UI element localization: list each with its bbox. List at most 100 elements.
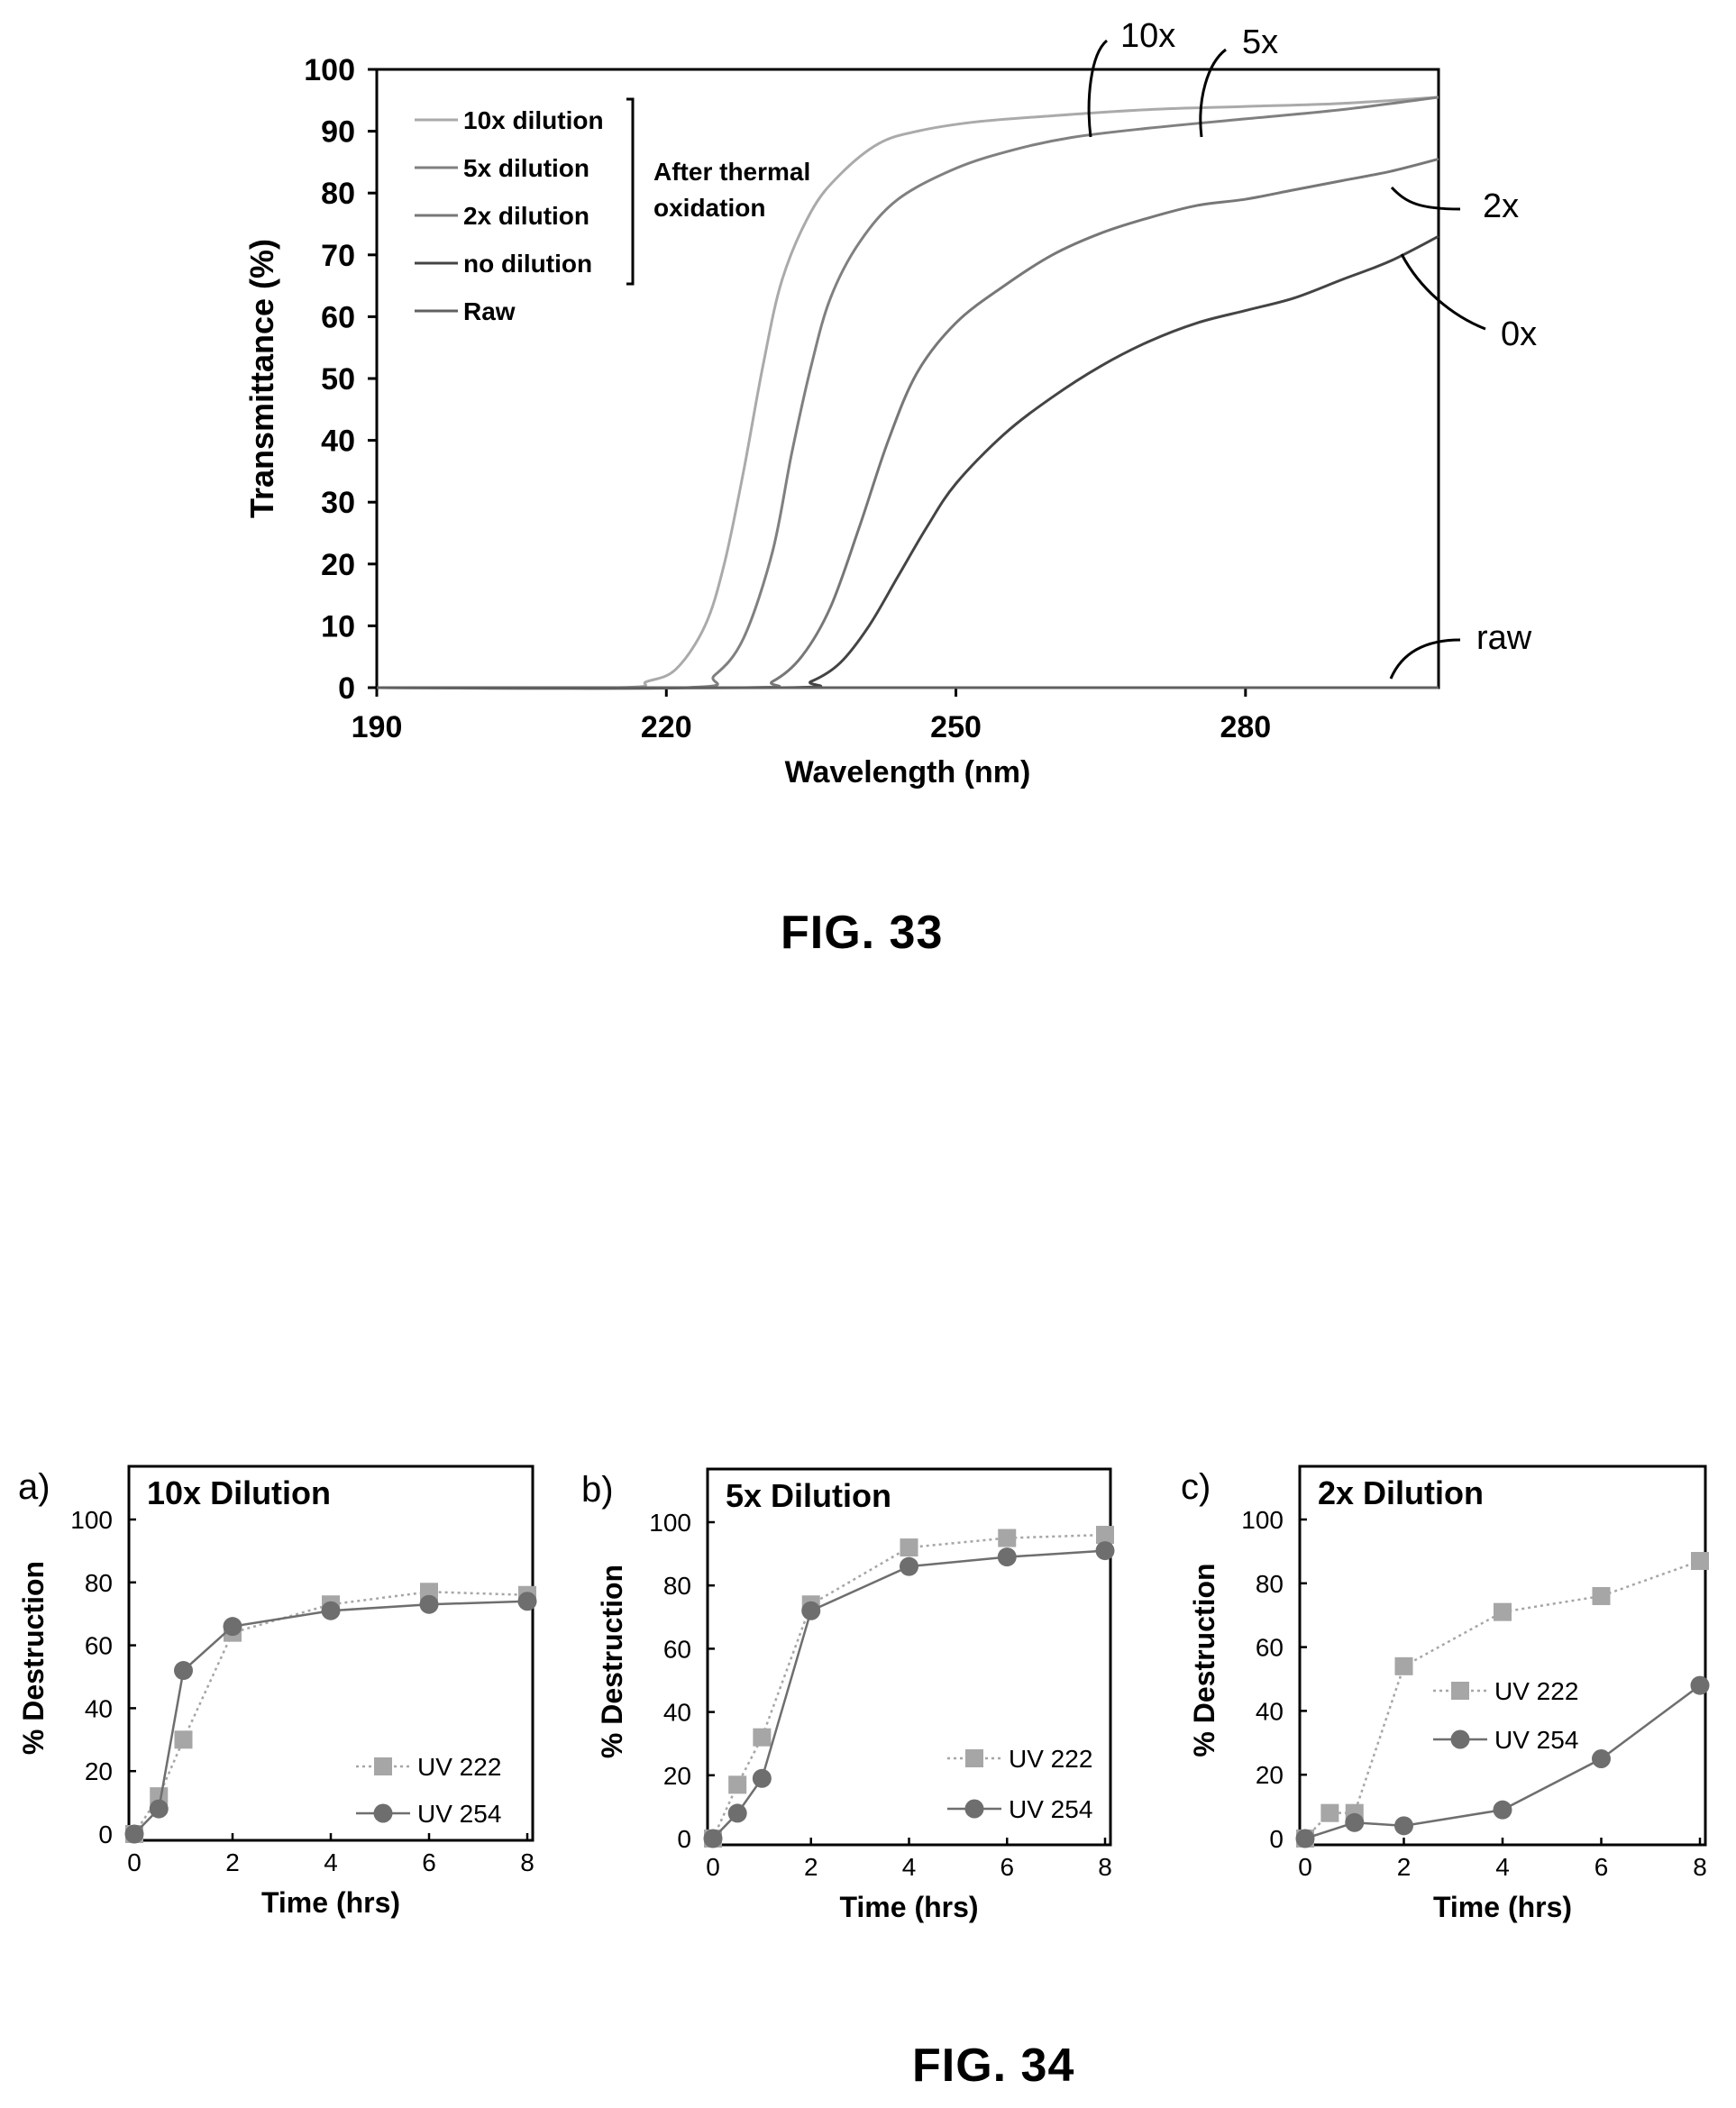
data-point-circle xyxy=(223,1617,242,1637)
x-tick-label: 220 xyxy=(641,710,692,744)
x-tick-label: 0 xyxy=(1298,1853,1312,1881)
annotation-leader xyxy=(1199,48,1227,138)
data-point-square xyxy=(998,1529,1017,1547)
x-tick-label: 2 xyxy=(225,1848,240,1876)
y-tick-label: 70 xyxy=(321,239,355,273)
legend-swatch-square xyxy=(374,1757,392,1775)
x-tick-label: 6 xyxy=(1594,1853,1609,1881)
fig34-caption: FIG. 34 xyxy=(912,2040,1075,2092)
data-point-circle xyxy=(703,1829,723,1848)
x-tick-label: 2 xyxy=(804,1853,818,1881)
y-tick-label: 60 xyxy=(663,1635,691,1663)
data-point-circle xyxy=(174,1661,193,1681)
y-tick-label: 30 xyxy=(321,486,355,520)
x-axis-label: Time (hrs) xyxy=(839,1891,978,1923)
fig33-chart: 0 10 20 30 40 50 60 70 80 90 100 190 220 250 280 Wavele… xyxy=(243,17,1537,789)
y-tick-label: 80 xyxy=(85,1569,113,1597)
y-axis-label: % Destruction xyxy=(596,1565,628,1758)
x-tick-label: 4 xyxy=(1495,1853,1510,1881)
x-tick-label: 0 xyxy=(127,1848,142,1876)
data-point-circle xyxy=(1345,1812,1365,1832)
series-line-10x-dilution xyxy=(376,96,1439,690)
y-tick-label: 0 xyxy=(98,1821,113,1848)
data-point-square xyxy=(1691,1552,1709,1571)
x-tick-label: 6 xyxy=(422,1848,436,1876)
data-point-circle xyxy=(1493,1800,1512,1820)
panel-frame xyxy=(127,1465,535,1842)
x-tick-label: 8 xyxy=(1693,1853,1707,1881)
panel-title: 5x Dilution xyxy=(726,1477,891,1514)
data-point-circle xyxy=(321,1601,341,1620)
legend-label: Raw xyxy=(463,297,516,325)
legend-group-label: After thermal xyxy=(653,158,810,186)
data-point-circle xyxy=(517,1592,537,1611)
y-tick-label: 0 xyxy=(677,1825,691,1853)
y-tick-label: 90 xyxy=(321,115,355,150)
data-point-square xyxy=(900,1538,918,1557)
y-tick-label: 10 xyxy=(321,609,355,643)
data-point-square xyxy=(1096,1526,1114,1545)
panel-frame xyxy=(1298,1465,1707,1847)
panel-frame xyxy=(706,1467,1112,1847)
legend-label: UV 222 xyxy=(1494,1677,1578,1705)
x-tick-label: 8 xyxy=(520,1848,535,1876)
y-tick-label: 100 xyxy=(70,1506,113,1534)
data-point-circle xyxy=(727,1803,747,1823)
y-tick-label: 60 xyxy=(85,1632,113,1660)
y-tick-label: 100 xyxy=(304,53,355,87)
y-tick-label: 100 xyxy=(1241,1506,1284,1534)
data-point-circle xyxy=(1592,1749,1611,1768)
x-tick-label: 0 xyxy=(706,1853,720,1881)
x-tick-label: 4 xyxy=(324,1848,338,1876)
data-point-square xyxy=(174,1730,193,1749)
data-point-square xyxy=(753,1728,772,1747)
annotation-leader xyxy=(1087,39,1109,138)
panel-title: 2x Dilution xyxy=(1318,1474,1484,1511)
y-tick-label: 80 xyxy=(321,177,355,211)
legend-label: UV 254 xyxy=(1009,1795,1092,1823)
series-line-2x-dilution xyxy=(376,158,1439,690)
data-point-circle xyxy=(1295,1829,1315,1848)
y-tick-label: 40 xyxy=(1256,1697,1284,1725)
legend-swatch-square xyxy=(1451,1682,1469,1700)
legend-swatch-square xyxy=(965,1749,983,1767)
data-point-square xyxy=(1592,1586,1611,1605)
legend-label: no dilution xyxy=(463,250,592,278)
legend-group-bracket xyxy=(626,97,635,286)
data-point-circle xyxy=(149,1799,169,1819)
x-tick-label: 280 xyxy=(1220,710,1271,744)
y-axis-label: Transmittance (%) xyxy=(243,239,280,518)
fig33-caption: FIG. 33 xyxy=(781,907,944,959)
data-point-circle xyxy=(801,1601,821,1620)
legend-swatch-circle xyxy=(1450,1729,1470,1749)
annotation-label: 10x xyxy=(1120,17,1175,55)
x-tick-label: 8 xyxy=(1098,1853,1112,1881)
y-tick-label: 20 xyxy=(85,1757,113,1785)
x-tick-label: 190 xyxy=(352,710,403,744)
y-tick-label: 40 xyxy=(85,1694,113,1722)
x-tick-label: 6 xyxy=(1000,1853,1014,1881)
data-point-circle xyxy=(1394,1816,1413,1836)
series-line-uv-222 xyxy=(132,1591,528,1835)
y-tick-label: 50 xyxy=(321,362,355,397)
series-line-5x-dilution xyxy=(376,96,1439,690)
legend-label: UV 254 xyxy=(417,1800,501,1828)
data-point-square xyxy=(728,1775,747,1794)
annotation-label: 2x xyxy=(1483,187,1519,225)
legend-label: 10x dilution xyxy=(463,106,604,134)
series-line-uv-222 xyxy=(711,1533,1106,1839)
y-axis-label: % Destruction xyxy=(1188,1563,1220,1757)
data-point-circle xyxy=(997,1547,1017,1567)
y-tick-label: 80 xyxy=(1256,1570,1284,1598)
x-tick-label: 250 xyxy=(930,710,982,744)
y-tick-label: 0 xyxy=(338,671,355,706)
legend-label: 2x dilution xyxy=(463,202,589,230)
y-tick-label: 60 xyxy=(1256,1634,1284,1662)
x-tick-label: 2 xyxy=(1397,1853,1412,1881)
x-axis-label: Time (hrs) xyxy=(1433,1891,1572,1923)
data-point-square xyxy=(1494,1602,1512,1621)
annotation-leader xyxy=(1400,253,1486,331)
panel-letter: b) xyxy=(581,1470,614,1510)
y-axis-label: % Destruction xyxy=(17,1561,50,1755)
y-tick-label: 60 xyxy=(321,300,355,334)
